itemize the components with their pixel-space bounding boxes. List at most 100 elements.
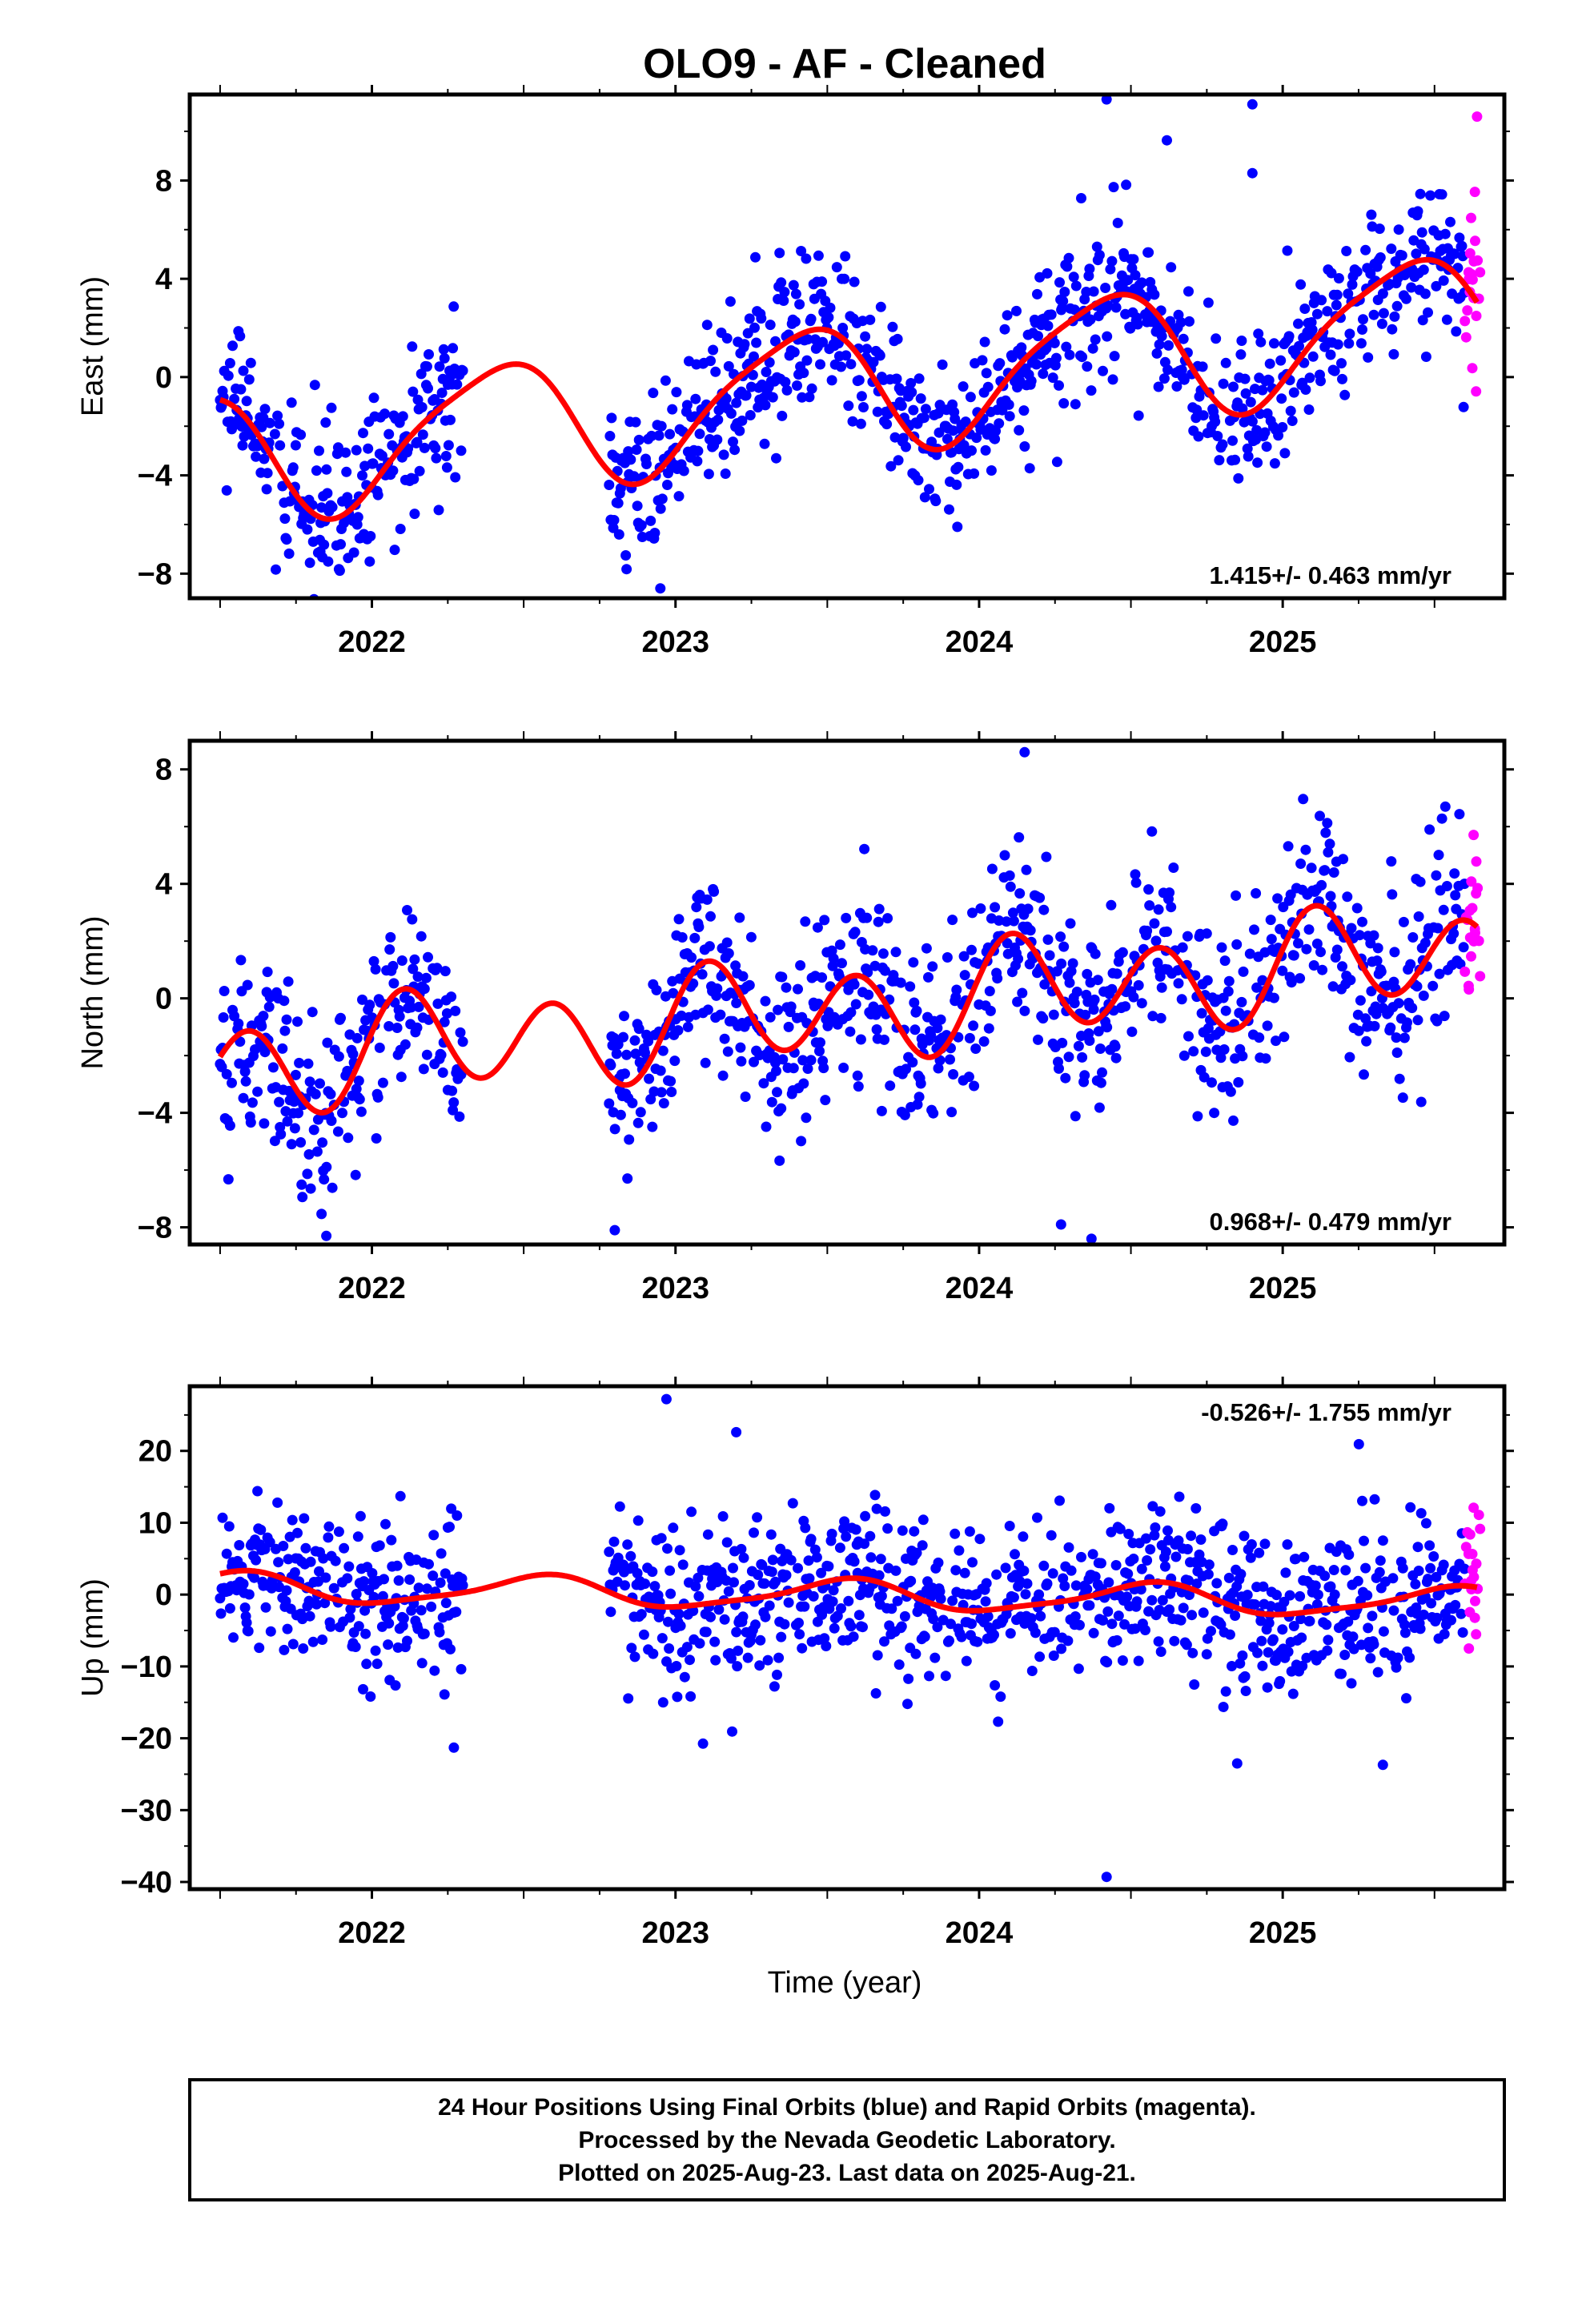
final-orbit-point	[1415, 1623, 1426, 1634]
final-orbit-point	[300, 1542, 311, 1554]
final-orbit-point	[1034, 1651, 1046, 1663]
final-orbit-point	[1271, 1590, 1282, 1601]
final-orbit-point	[721, 1537, 733, 1548]
y-axis-label: Up (mm)	[76, 1578, 110, 1697]
final-orbit-point	[827, 1596, 838, 1607]
final-orbit-point	[1158, 373, 1170, 384]
final-orbit-point	[224, 1120, 235, 1131]
final-orbit-point	[355, 1510, 366, 1522]
final-orbit-point	[326, 402, 337, 413]
final-orbit-point	[820, 1095, 831, 1106]
final-orbit-point	[274, 418, 285, 429]
final-orbit-point	[1034, 892, 1046, 903]
final-orbit-point	[722, 1046, 733, 1057]
final-orbit-point	[1227, 1661, 1237, 1671]
final-orbit-point	[777, 410, 788, 421]
final-orbit-point	[314, 445, 324, 456]
final-orbit-point	[734, 912, 745, 923]
final-orbit-point	[627, 1097, 638, 1108]
final-orbit-point	[1082, 1584, 1093, 1594]
final-orbit-point	[325, 1621, 336, 1632]
final-orbit-point	[673, 1025, 684, 1036]
final-orbit-point	[1303, 924, 1315, 935]
final-orbit-point	[818, 1063, 829, 1074]
final-orbit-point	[1058, 941, 1070, 952]
final-orbit-point	[896, 1621, 907, 1632]
final-orbit-point	[921, 943, 932, 954]
final-orbit-point	[1119, 1618, 1130, 1630]
final-orbit-point	[281, 534, 292, 545]
final-orbit-point	[761, 367, 772, 377]
final-orbit-point	[1162, 926, 1172, 937]
final-orbit-point	[1439, 1629, 1450, 1639]
final-orbit-point	[614, 1501, 625, 1512]
final-orbit-point	[416, 402, 428, 412]
final-orbit-point	[760, 995, 771, 1007]
final-orbit-point	[1117, 1655, 1128, 1666]
final-orbit-point	[1181, 1639, 1192, 1651]
final-orbit-point	[644, 1073, 655, 1084]
final-orbit-point	[450, 1005, 461, 1016]
final-orbit-point	[1143, 247, 1154, 258]
final-orbit-point	[793, 1562, 803, 1574]
final-orbit-point	[1149, 1530, 1160, 1541]
final-orbit-point	[1345, 975, 1356, 986]
final-orbit-point	[690, 1581, 701, 1592]
final-orbit-point	[788, 279, 799, 291]
final-orbit-point	[391, 1560, 403, 1571]
final-orbit-point	[404, 1574, 416, 1585]
final-orbit-point	[849, 1556, 860, 1567]
final-orbit-point	[423, 383, 433, 394]
final-orbit-point	[1188, 1046, 1199, 1057]
final-orbit-point	[1369, 1494, 1380, 1505]
final-orbit-point	[243, 1626, 254, 1637]
final-orbit-point	[662, 480, 673, 490]
rapid-orbit-point	[1468, 830, 1480, 841]
final-orbit-point	[1168, 862, 1179, 873]
final-orbit-point	[845, 1621, 857, 1632]
final-orbit-point	[969, 1080, 980, 1092]
final-orbit-point	[774, 1155, 785, 1166]
final-orbit-point	[647, 1566, 658, 1578]
final-orbit-point	[1001, 916, 1012, 927]
final-orbit-point	[1074, 1619, 1085, 1630]
final-orbit-point	[1164, 1604, 1175, 1615]
final-orbit-point	[604, 1546, 615, 1558]
final-orbit-point	[1327, 981, 1339, 992]
final-orbit-point	[1431, 1612, 1443, 1623]
rapid-orbit-point	[1466, 212, 1476, 223]
final-orbit-point	[672, 1691, 683, 1703]
final-orbit-point	[1243, 451, 1254, 462]
final-orbit-point	[440, 1598, 452, 1609]
final-orbit-point	[1063, 1051, 1074, 1063]
final-orbit-point	[448, 1742, 460, 1753]
final-orbit-point	[845, 1007, 857, 1018]
final-orbit-point	[1189, 1679, 1200, 1690]
final-orbit-point	[1417, 315, 1428, 326]
final-orbit-point	[228, 1632, 239, 1643]
final-orbit-point	[868, 356, 879, 368]
y-tick-label: −30	[121, 1794, 172, 1827]
final-orbit-point	[1110, 1041, 1121, 1052]
final-orbit-point	[1060, 1072, 1071, 1084]
final-orbit-point	[785, 1001, 797, 1012]
final-orbit-point	[229, 393, 240, 404]
final-orbit-point	[648, 388, 659, 399]
final-orbit-point	[776, 1103, 787, 1114]
final-orbit-point	[302, 524, 313, 535]
final-orbit-point	[1359, 1069, 1369, 1080]
final-orbit-point	[1315, 810, 1325, 822]
final-orbit-point	[294, 1057, 305, 1068]
final-orbit-point	[333, 1526, 344, 1538]
final-orbit-point	[1388, 348, 1399, 360]
final-orbit-point	[243, 1589, 255, 1600]
final-orbit-point	[952, 521, 963, 533]
final-orbit-point	[1012, 996, 1023, 1007]
final-orbit-point	[710, 366, 721, 377]
final-orbit-point	[1320, 827, 1331, 838]
final-orbit-point	[873, 916, 884, 927]
final-orbit-point	[1198, 1607, 1209, 1618]
final-orbit-point	[973, 958, 984, 969]
final-orbit-point	[1102, 1022, 1113, 1033]
footer-line-2: Processed by the Nevada Geodetic Laborat…	[578, 2127, 1115, 2153]
